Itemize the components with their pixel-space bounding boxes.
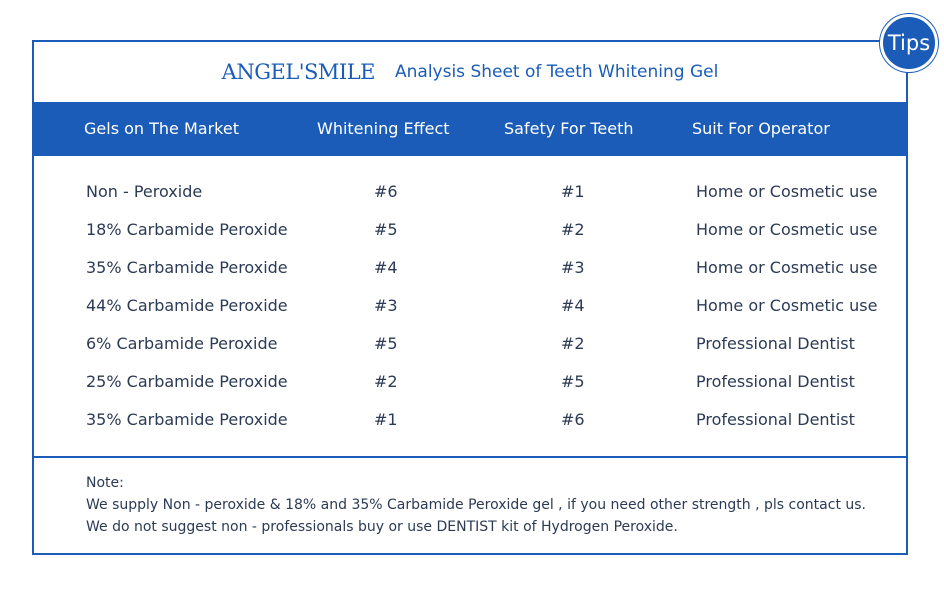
column-header-operator: Suit For Operator bbox=[692, 119, 830, 138]
whitening-cell: #5 bbox=[374, 334, 398, 353]
whitening-cell: #2 bbox=[374, 372, 398, 391]
whitening-cell: #1 bbox=[374, 410, 398, 429]
note-line: We supply Non - peroxide & 18% and 35% C… bbox=[86, 497, 866, 513]
table-row: Non - Peroxide #6 #1 Home or Cosmetic us… bbox=[34, 173, 906, 211]
safety-cell: #2 bbox=[561, 334, 585, 353]
safety-cell: #1 bbox=[561, 182, 585, 201]
notes-heading: Note: bbox=[86, 475, 124, 491]
section-divider bbox=[34, 456, 906, 458]
operator-cell: Home or Cosmetic use bbox=[696, 258, 878, 277]
whitening-cell: #5 bbox=[374, 220, 398, 239]
gel-cell: Non - Peroxide bbox=[86, 182, 203, 201]
gel-cell: 35% Carbamide Peroxide bbox=[86, 410, 288, 429]
gel-cell: 25% Carbamide Peroxide bbox=[86, 372, 288, 391]
whitening-cell: #4 bbox=[374, 258, 398, 277]
operator-cell: Home or Cosmetic use bbox=[696, 296, 878, 315]
analysis-sheet: ANGEL'SMILE Analysis Sheet of Teeth Whit… bbox=[32, 40, 908, 555]
tips-badge: Tips bbox=[880, 14, 938, 72]
table-row: 35% Carbamide Peroxide #4 #3 Home or Cos… bbox=[34, 249, 906, 287]
brand-logo: ANGEL'SMILE bbox=[221, 60, 376, 84]
operator-cell: Professional Dentist bbox=[696, 334, 855, 353]
note-line: We do not suggest non - professionals bu… bbox=[86, 519, 678, 535]
table-row: 44% Carbamide Peroxide #3 #4 Home or Cos… bbox=[34, 287, 906, 325]
gel-cell: 18% Carbamide Peroxide bbox=[86, 220, 288, 239]
column-header-whitening: Whitening Effect bbox=[317, 119, 450, 138]
table-row: 35% Carbamide Peroxide #1 #6 Professiona… bbox=[34, 401, 906, 439]
table-row: 18% Carbamide Peroxide #5 #2 Home or Cos… bbox=[34, 211, 906, 249]
operator-cell: Professional Dentist bbox=[696, 410, 855, 429]
safety-cell: #6 bbox=[561, 410, 585, 429]
safety-cell: #3 bbox=[561, 258, 585, 277]
table-header: Gels on The Market Whitening Effect Safe… bbox=[34, 102, 906, 156]
safety-cell: #4 bbox=[561, 296, 585, 315]
whitening-cell: #6 bbox=[374, 182, 398, 201]
table-body: Non - Peroxide #6 #1 Home or Cosmetic us… bbox=[34, 156, 906, 456]
notes-section: Note: We supply Non - peroxide & 18% and… bbox=[86, 472, 866, 538]
whitening-cell: #3 bbox=[374, 296, 398, 315]
table-row: 25% Carbamide Peroxide #2 #5 Professiona… bbox=[34, 363, 906, 401]
operator-cell: Home or Cosmetic use bbox=[696, 182, 878, 201]
title-row: ANGEL'SMILE Analysis Sheet of Teeth Whit… bbox=[34, 42, 906, 102]
sheet-title: Analysis Sheet of Teeth Whitening Gel bbox=[395, 62, 719, 82]
safety-cell: #2 bbox=[561, 220, 585, 239]
column-header-safety: Safety For Teeth bbox=[504, 119, 634, 138]
operator-cell: Home or Cosmetic use bbox=[696, 220, 878, 239]
table-row: 6% Carbamide Peroxide #5 #2 Professional… bbox=[34, 325, 906, 363]
gel-cell: 35% Carbamide Peroxide bbox=[86, 258, 288, 277]
gel-cell: 44% Carbamide Peroxide bbox=[86, 296, 288, 315]
tips-label: Tips bbox=[887, 31, 931, 55]
safety-cell: #5 bbox=[561, 372, 585, 391]
column-header-gels: Gels on The Market bbox=[84, 119, 239, 138]
gel-cell: 6% Carbamide Peroxide bbox=[86, 334, 278, 353]
operator-cell: Professional Dentist bbox=[696, 372, 855, 391]
